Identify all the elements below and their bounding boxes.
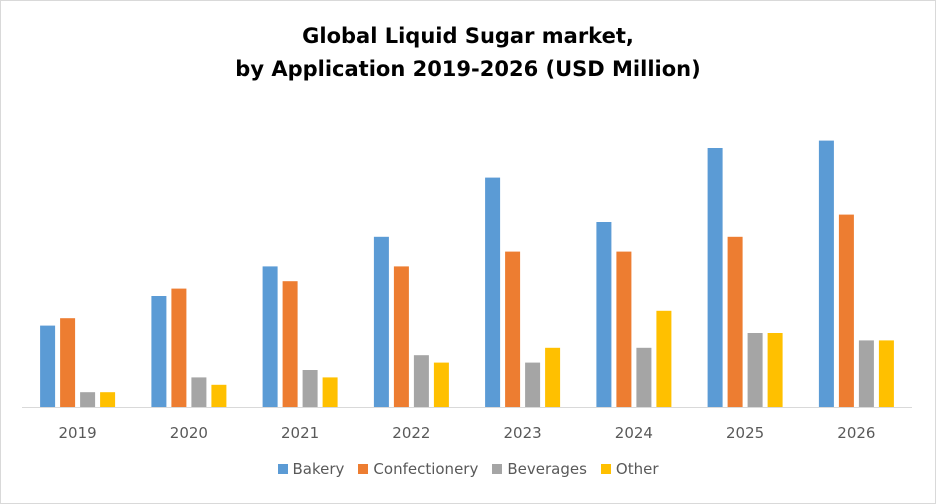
legend-item-bakery: Bakery [277, 460, 345, 478]
bar-confectionery-2021 [282, 281, 298, 407]
bar-beverages-2023 [525, 362, 541, 407]
bar-bakery-2019 [40, 325, 56, 407]
legend-swatch-beverages [492, 464, 503, 474]
x-tick-label-2021: 2021 [281, 424, 319, 442]
legend-label-bakery: Bakery [292, 460, 345, 478]
chart-legend: Bakery Confectionery Beverages Other [0, 460, 936, 478]
bar-other-2022 [433, 362, 449, 407]
legend-label-confectionery: Confectionery [373, 460, 479, 478]
x-tick-label-2019: 2019 [59, 424, 97, 442]
legend-item-confectionery: Confectionery [358, 460, 478, 478]
bar-bakery-2026 [818, 140, 834, 407]
bar-confectionery-2024 [616, 251, 632, 407]
legend-swatch-other [600, 464, 611, 474]
bar-bakery-2023 [485, 177, 501, 407]
chart-title-line-2: by Application 2019-2026 (USD Million) [235, 57, 701, 81]
bar-other-2021 [322, 377, 338, 407]
bar-bakery-2022 [373, 236, 389, 407]
bar-bakery-2021 [262, 266, 278, 407]
bar-bakery-2025 [707, 148, 723, 407]
bar-beverages-2025 [747, 333, 763, 407]
legend-label-other: Other [615, 460, 659, 478]
legend-item-other: Other [600, 460, 659, 478]
bar-beverages-2019 [80, 392, 96, 407]
bar-confectionery-2023 [505, 251, 521, 407]
bar-beverages-2020 [191, 377, 207, 407]
x-tick-label-2023: 2023 [504, 424, 542, 442]
chart-title-line-1: Global Liquid Sugar market, [302, 24, 634, 48]
bar-beverages-2021 [302, 370, 318, 407]
legend-swatch-bakery [277, 464, 288, 474]
bar-beverages-2024 [636, 347, 652, 407]
legend-item-beverages: Beverages [492, 460, 587, 478]
bar-confectionery-2026 [838, 214, 854, 407]
legend-label-beverages: Beverages [507, 460, 587, 478]
chart-title: Global Liquid Sugar market, by Applicati… [0, 20, 936, 86]
bar-bakery-2024 [596, 222, 612, 407]
bar-beverages-2026 [858, 340, 874, 407]
bar-other-2025 [767, 333, 783, 407]
x-tick-label-2026: 2026 [837, 424, 875, 442]
x-tick-label-2020: 2020 [170, 424, 208, 442]
bar-confectionery-2022 [393, 266, 409, 407]
bar-other-2023 [545, 347, 561, 407]
bar-other-2024 [656, 310, 672, 407]
x-tick-label-2022: 2022 [392, 424, 430, 442]
bar-beverages-2022 [413, 355, 429, 407]
x-tick-label-2024: 2024 [615, 424, 653, 442]
bar-confectionery-2019 [60, 318, 76, 407]
bar-confectionery-2020 [171, 288, 187, 407]
bar-other-2026 [878, 340, 894, 407]
bar-other-2019 [100, 392, 116, 407]
bar-other-2020 [211, 384, 227, 407]
x-tick-label-2025: 2025 [726, 424, 764, 442]
bar-bakery-2020 [151, 296, 167, 407]
legend-swatch-confectionery [358, 464, 369, 474]
bar-confectionery-2025 [727, 236, 743, 407]
